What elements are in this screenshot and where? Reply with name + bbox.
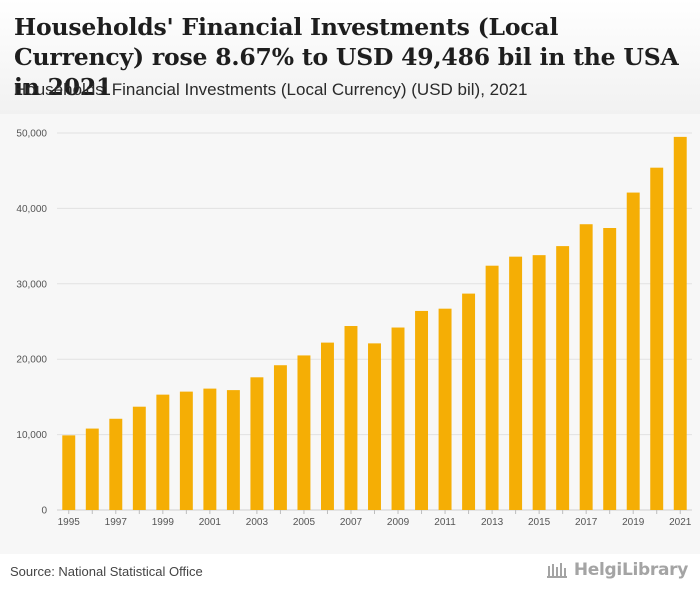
- y-tick-label: 50,000: [16, 129, 47, 140]
- bar-2013: [485, 265, 499, 510]
- chart-headline: Households' Financial Investments (Local…: [14, 13, 679, 101]
- y-tick-label: 10,000: [16, 430, 47, 441]
- bar-2008: [368, 343, 381, 510]
- bar-2016: [556, 246, 570, 510]
- bar-1996: [85, 428, 99, 510]
- y-tick-label: 40,000: [16, 204, 47, 215]
- bar-2017: [579, 224, 593, 510]
- bar-2006: [321, 342, 334, 510]
- bar-2018: [603, 228, 617, 510]
- bar-2019: [626, 192, 640, 510]
- bar-2020: [650, 167, 664, 510]
- bar-2007: [344, 326, 358, 510]
- bar-2000: [179, 391, 193, 510]
- x-tick-label: 2007: [340, 517, 363, 528]
- bar-2004: [273, 365, 287, 510]
- x-tick-label: 1997: [105, 517, 128, 528]
- bar-1995: [62, 435, 76, 510]
- x-tick-label: 2011: [434, 517, 456, 528]
- bar-1999: [156, 394, 170, 510]
- bar-2005: [297, 355, 311, 510]
- x-tick-label: 1995: [58, 517, 81, 528]
- bar-2003: [250, 377, 264, 510]
- bar-2010: [415, 310, 429, 510]
- brand-logo: HelgiLibrary: [546, 560, 688, 580]
- bar-2015: [532, 255, 546, 510]
- y-tick-label: 20,000: [16, 355, 47, 366]
- chart-header: Households' Financial Investments (Local…: [0, 0, 700, 114]
- bar-2009: [391, 327, 405, 510]
- x-tick-label: 2013: [481, 517, 504, 528]
- y-tick-label: 0: [41, 506, 47, 517]
- x-tick-label: 2005: [293, 517, 316, 528]
- bar-chart: 0 10,000 20,000 30,000 40,000 50,000 1995 1997 1…: [16, 129, 692, 528]
- x-tick-label: 1999: [152, 517, 175, 528]
- plot-area: 0 10,000 20,000 30,000 40,000 50,000 1995 1997 1…: [0, 114, 700, 554]
- x-tick-label: 2019: [622, 517, 645, 528]
- source-note: Source: National Statistical Office: [10, 564, 203, 579]
- bar-2001: [203, 388, 217, 510]
- y-tick-label: 30,000: [16, 279, 47, 290]
- bar-2021: [673, 136, 687, 510]
- bar-1998: [132, 406, 146, 510]
- bar-2012: [462, 293, 476, 510]
- x-tick-label: 2001: [199, 517, 222, 528]
- bar-2002: [226, 390, 240, 510]
- chart-subtitle: Households' Financial Investments (Local…: [14, 80, 528, 99]
- x-tick-label: 2003: [246, 517, 269, 528]
- library-icon: [546, 563, 567, 578]
- bar-1997: [109, 418, 123, 510]
- bar-2011: [438, 308, 452, 510]
- x-tick-label: 2017: [575, 517, 598, 528]
- x-tick-label: 2015: [528, 517, 551, 528]
- x-tick-label: 2009: [387, 517, 410, 528]
- x-tick-label: 2021: [669, 517, 692, 528]
- bar-2014: [509, 256, 523, 510]
- brand-name: HelgiLibrary: [573, 560, 688, 580]
